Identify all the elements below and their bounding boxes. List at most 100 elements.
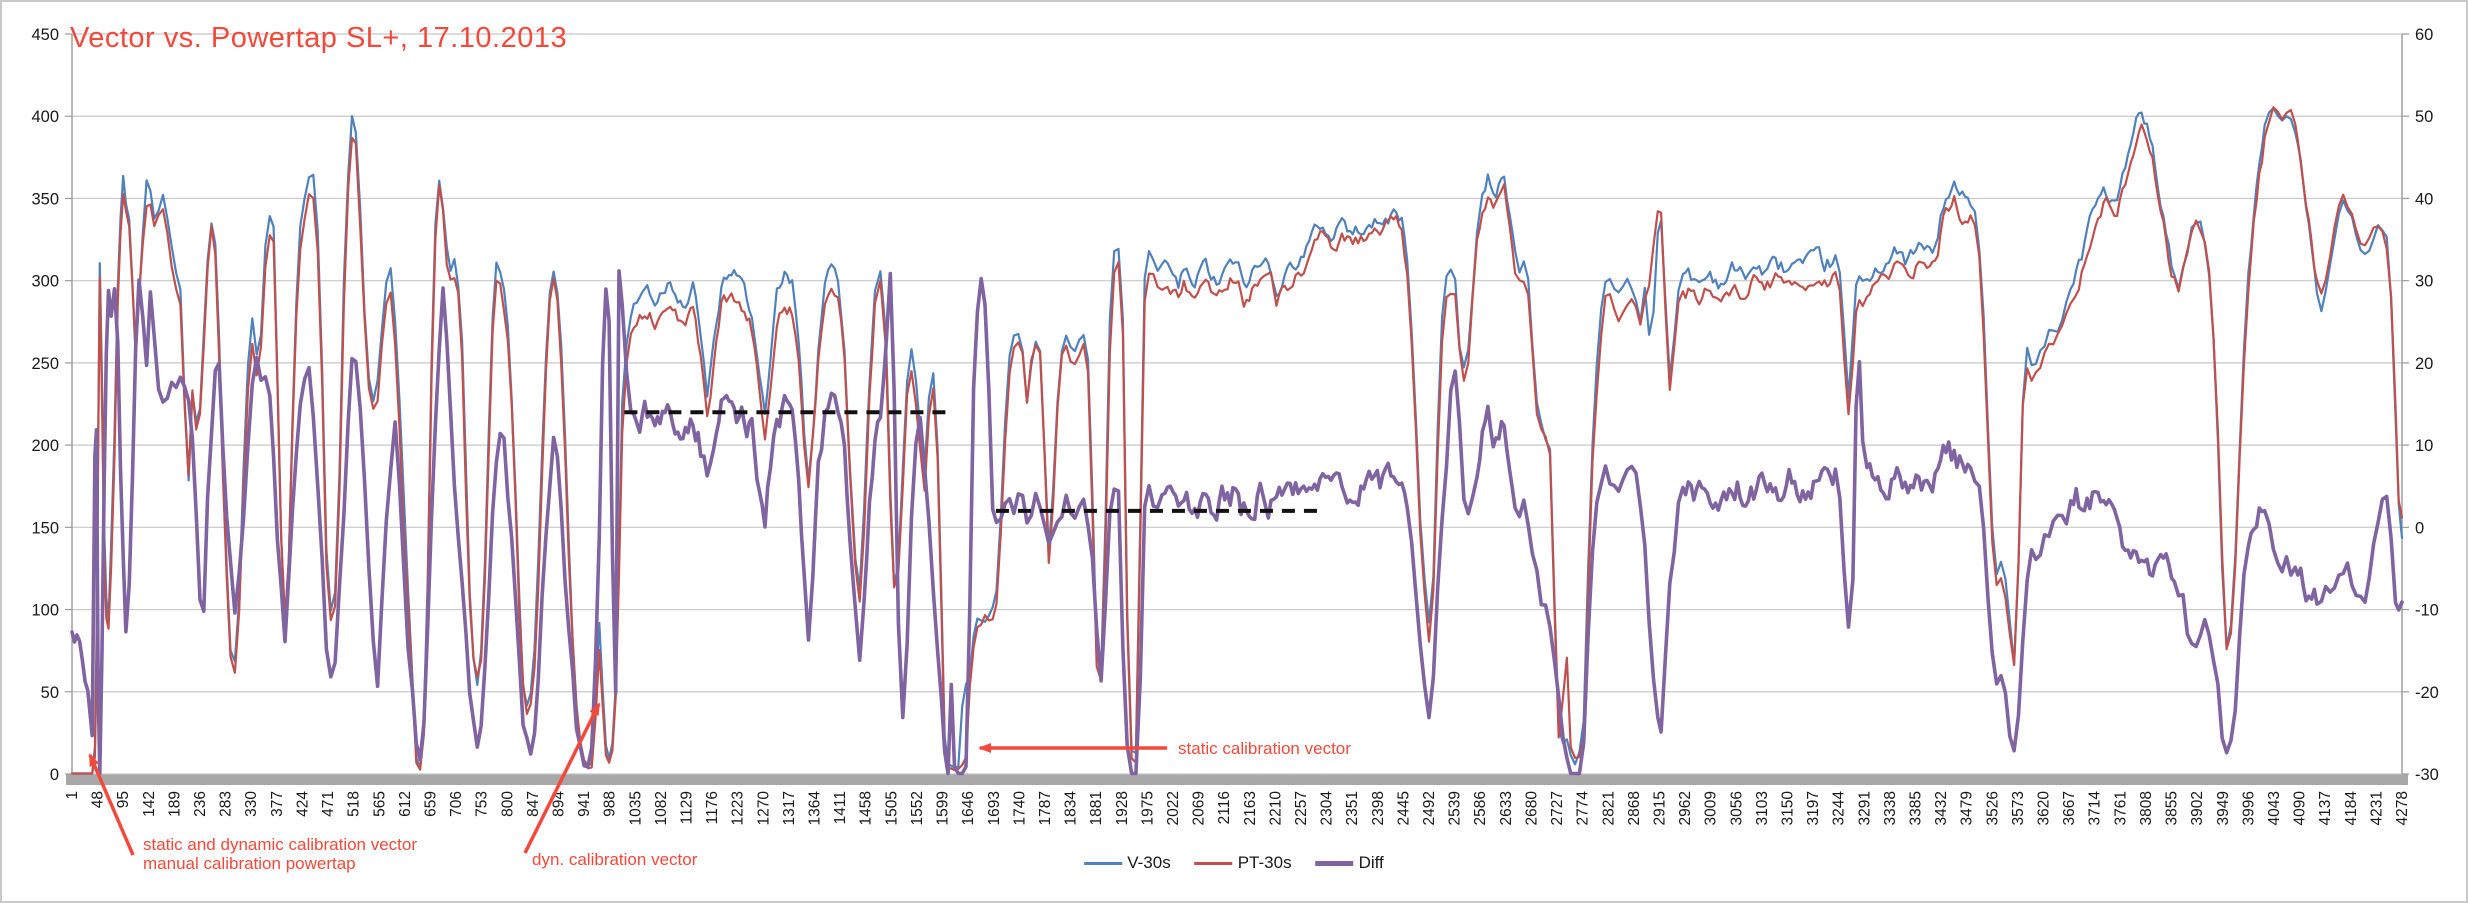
annotation-arrow: [88, 753, 135, 856]
svg-text:283: 283: [218, 791, 235, 817]
svg-text:612: 612: [397, 791, 414, 817]
svg-text:4278: 4278: [2394, 791, 2411, 825]
svg-text:20: 20: [2415, 355, 2433, 373]
svg-text:30: 30: [2415, 273, 2433, 291]
svg-text:1: 1: [64, 791, 81, 800]
series-lines: [70, 106, 2404, 776]
svg-text:450: 450: [31, 26, 59, 44]
svg-text:2445: 2445: [1395, 791, 1412, 825]
svg-text:988: 988: [602, 791, 619, 817]
svg-text:3338: 3338: [1882, 791, 1899, 825]
legend-item-pt30s: PT-30s: [1194, 853, 1292, 873]
svg-text:377: 377: [269, 791, 286, 817]
svg-text:4090: 4090: [2292, 791, 2309, 826]
svg-text:3197: 3197: [1805, 791, 1822, 825]
svg-text:3996: 3996: [2240, 791, 2257, 825]
svg-text:50: 50: [41, 684, 59, 702]
svg-text:10: 10: [2415, 437, 2433, 455]
svg-text:1176: 1176: [704, 791, 721, 824]
svg-text:2069: 2069: [1191, 791, 1208, 825]
svg-text:2116: 2116: [1216, 791, 1233, 824]
svg-text:2351: 2351: [1344, 791, 1361, 825]
svg-text:1364: 1364: [807, 791, 824, 826]
svg-text:2492: 2492: [1421, 791, 1438, 825]
svg-text:2633: 2633: [1498, 791, 1515, 825]
svg-text:40: 40: [2415, 190, 2433, 208]
svg-text:3902: 3902: [2189, 791, 2206, 825]
svg-text:800: 800: [499, 791, 516, 817]
annotation-line-1: static and dynamic calibration vector: [143, 835, 418, 854]
svg-text:3526: 3526: [1984, 791, 2001, 825]
svg-text:2915: 2915: [1651, 791, 1668, 825]
svg-text:189: 189: [166, 791, 183, 817]
svg-text:1129: 1129: [679, 791, 696, 824]
svg-text:471: 471: [320, 791, 337, 817]
svg-text:0: 0: [2415, 519, 2424, 537]
svg-text:1552: 1552: [909, 791, 926, 825]
series-diff-line: [70, 269, 2404, 776]
svg-text:1693: 1693: [986, 791, 1003, 825]
x-axis-bar: [66, 774, 2408, 785]
svg-text:3573: 3573: [2010, 791, 2027, 825]
svg-text:1317: 1317: [781, 791, 798, 825]
svg-text:2304: 2304: [1319, 791, 1336, 826]
svg-text:3291: 3291: [1856, 791, 1873, 825]
svg-text:3432: 3432: [1933, 791, 1950, 825]
x-axis-labels: 1 48 95 142 189 236 283 330 377 424 471 518 565 612 65…: [64, 791, 2411, 826]
legend-label-pt30s: PT-30s: [1237, 853, 1292, 872]
svg-text:1928: 1928: [1114, 791, 1131, 825]
svg-text:-20: -20: [2415, 684, 2439, 702]
svg-text:150: 150: [31, 519, 59, 537]
annotation-dyn-calibration: dyn. calibration vector: [532, 850, 698, 869]
series-pt30s-line: [70, 106, 2404, 775]
svg-text:565: 565: [371, 791, 388, 817]
svg-text:894: 894: [550, 791, 567, 817]
svg-text:48: 48: [90, 791, 107, 808]
svg-text:1975: 1975: [1139, 791, 1156, 825]
gridlines: [65, 33, 2409, 775]
diff-line-swatch: [1315, 860, 1354, 866]
legend-item-diff: Diff: [1315, 853, 1384, 873]
svg-text:2022: 2022: [1165, 791, 1182, 825]
svg-text:1458: 1458: [858, 791, 875, 825]
chart-legend: V-30s PT-30s Diff: [1084, 853, 1384, 873]
svg-text:3479: 3479: [1959, 791, 1976, 825]
svg-text:3855: 3855: [2164, 791, 2181, 825]
svg-text:2398: 2398: [1370, 791, 1387, 825]
svg-text:4184: 4184: [2343, 791, 2360, 826]
svg-text:1834: 1834: [1063, 791, 1080, 826]
series-v30s-line: [70, 106, 2404, 775]
svg-text:100: 100: [31, 602, 59, 620]
svg-text:2210: 2210: [1267, 791, 1284, 826]
svg-text:-10: -10: [2415, 602, 2439, 620]
chart-title: Vector vs. Powertap SL+, 17.10.2013: [70, 22, 567, 55]
pt30s-line-swatch: [1194, 861, 1233, 865]
svg-text:330: 330: [243, 791, 260, 817]
svg-text:706: 706: [448, 791, 465, 817]
svg-text:2680: 2680: [1523, 791, 1540, 826]
svg-text:753: 753: [474, 791, 491, 817]
svg-text:3714: 3714: [2087, 791, 2104, 826]
svg-text:4231: 4231: [2368, 791, 2385, 825]
svg-text:2774: 2774: [1575, 791, 1592, 826]
svg-text:1740: 1740: [1011, 791, 1028, 826]
svg-text:4043: 4043: [2266, 791, 2283, 825]
v30s-line-swatch: [1084, 861, 1123, 865]
svg-text:1787: 1787: [1037, 791, 1054, 825]
svg-text:2821: 2821: [1600, 791, 1617, 825]
svg-text:50: 50: [2415, 108, 2433, 126]
svg-text:0: 0: [50, 766, 59, 784]
svg-text:300: 300: [31, 273, 59, 291]
annotation-arrow: [523, 702, 601, 854]
svg-text:1599: 1599: [935, 791, 952, 825]
annotation-static-calibration: static calibration vector: [1178, 739, 1351, 758]
legend-item-v30s: V-30s: [1084, 853, 1171, 873]
svg-text:1646: 1646: [960, 791, 977, 825]
svg-text:3385: 3385: [1908, 791, 1925, 825]
svg-text:-30: -30: [2415, 766, 2439, 784]
svg-text:2539: 2539: [1447, 791, 1464, 825]
svg-text:400: 400: [31, 108, 59, 126]
svg-text:659: 659: [422, 791, 439, 817]
svg-text:236: 236: [192, 791, 209, 817]
